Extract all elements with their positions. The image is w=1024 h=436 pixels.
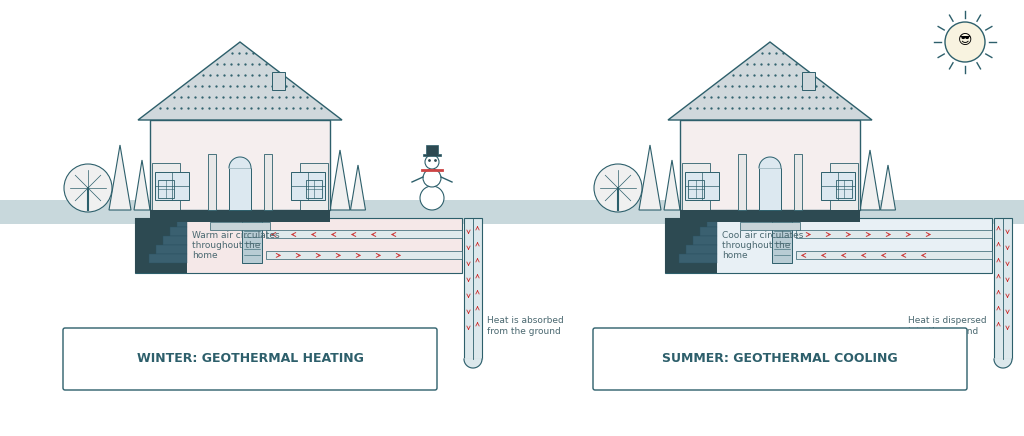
Polygon shape	[291, 172, 325, 200]
Polygon shape	[994, 359, 1012, 368]
Circle shape	[594, 164, 642, 212]
Text: SUMMER: GEOTHERMAL COOLING: SUMMER: GEOTHERMAL COOLING	[663, 352, 898, 365]
Polygon shape	[639, 145, 662, 210]
Text: Heat is absorbed
from the ground: Heat is absorbed from the ground	[487, 316, 564, 336]
Polygon shape	[796, 231, 992, 238]
Polygon shape	[464, 359, 482, 368]
Polygon shape	[665, 218, 992, 273]
Polygon shape	[266, 252, 462, 259]
Polygon shape	[138, 42, 342, 120]
Polygon shape	[350, 165, 366, 210]
FancyBboxPatch shape	[593, 328, 967, 390]
Polygon shape	[802, 72, 814, 90]
Polygon shape	[163, 236, 187, 245]
Polygon shape	[150, 254, 187, 263]
Polygon shape	[242, 218, 262, 263]
Polygon shape	[707, 218, 717, 227]
Polygon shape	[229, 168, 251, 210]
Polygon shape	[796, 252, 992, 259]
Polygon shape	[688, 180, 705, 198]
Polygon shape	[680, 120, 860, 210]
Circle shape	[423, 169, 441, 187]
Polygon shape	[682, 163, 710, 210]
Polygon shape	[306, 180, 322, 198]
Polygon shape	[330, 150, 350, 210]
Polygon shape	[135, 218, 462, 273]
Polygon shape	[738, 154, 746, 210]
Polygon shape	[772, 218, 792, 263]
Text: 😎: 😎	[957, 33, 972, 47]
Polygon shape	[464, 218, 482, 359]
Polygon shape	[170, 227, 187, 236]
Polygon shape	[794, 154, 802, 210]
Circle shape	[63, 164, 112, 212]
Polygon shape	[700, 227, 717, 236]
Polygon shape	[155, 172, 189, 200]
Polygon shape	[759, 168, 781, 210]
Polygon shape	[860, 150, 880, 210]
Polygon shape	[135, 218, 187, 273]
Polygon shape	[210, 222, 270, 230]
Polygon shape	[830, 163, 858, 210]
Polygon shape	[264, 154, 272, 210]
Polygon shape	[881, 165, 896, 210]
Polygon shape	[156, 245, 187, 254]
Circle shape	[945, 22, 985, 62]
Polygon shape	[759, 157, 781, 168]
Text: Warm air circulates
throughout the
home: Warm air circulates throughout the home	[193, 231, 280, 260]
Text: WINTER: GEOTHERMAL HEATING: WINTER: GEOTHERMAL HEATING	[136, 352, 364, 365]
Polygon shape	[740, 222, 800, 230]
Polygon shape	[150, 120, 330, 210]
Text: Cool air circulates
throughout the
home: Cool air circulates throughout the home	[722, 231, 804, 260]
Polygon shape	[679, 254, 717, 263]
Polygon shape	[0, 200, 1024, 224]
Polygon shape	[134, 160, 150, 210]
Polygon shape	[664, 160, 680, 210]
Text: Heat is dispersed
into the ground: Heat is dispersed into the ground	[908, 316, 987, 336]
Polygon shape	[300, 163, 328, 210]
Polygon shape	[680, 210, 860, 222]
Circle shape	[425, 155, 439, 169]
Polygon shape	[266, 231, 462, 238]
Polygon shape	[665, 218, 717, 273]
Polygon shape	[685, 172, 719, 200]
Polygon shape	[821, 172, 855, 200]
Polygon shape	[158, 180, 174, 198]
Polygon shape	[152, 163, 180, 210]
Polygon shape	[423, 145, 441, 156]
Circle shape	[420, 186, 444, 210]
Polygon shape	[693, 236, 717, 245]
Polygon shape	[836, 180, 852, 198]
Polygon shape	[994, 218, 1012, 359]
Polygon shape	[271, 72, 285, 90]
Polygon shape	[150, 210, 330, 222]
Polygon shape	[109, 145, 131, 210]
Polygon shape	[177, 218, 187, 227]
Polygon shape	[208, 154, 216, 210]
Polygon shape	[229, 157, 251, 168]
Polygon shape	[686, 245, 717, 254]
FancyBboxPatch shape	[63, 328, 437, 390]
Polygon shape	[668, 42, 872, 120]
